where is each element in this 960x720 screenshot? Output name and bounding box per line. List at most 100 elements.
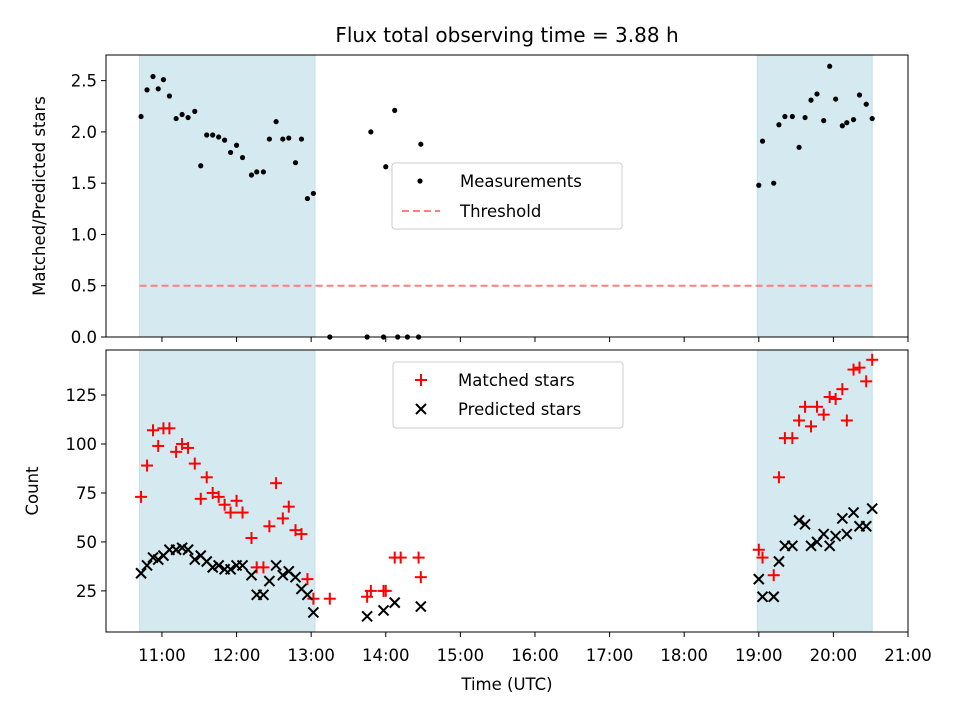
panel-ratio-frame <box>105 54 909 338</box>
matched-stars-point <box>853 361 866 374</box>
x-tick-label: 12:00 <box>213 646 261 665</box>
legend-measurements-label: Measurements <box>460 172 582 191</box>
x-axis-label: Time (UTC) <box>460 675 552 694</box>
count-legend-frame <box>392 361 624 429</box>
matched-stars-point <box>212 490 225 503</box>
shaded-span-1 <box>756 54 873 338</box>
matched-stars-point <box>245 532 258 544</box>
count-y-axis-label: Count <box>23 466 42 516</box>
predicted-stars-point <box>257 589 270 601</box>
measurements-point <box>856 92 863 98</box>
y-tick-label: 2.5 <box>71 72 97 91</box>
matched-stars-point <box>840 414 853 427</box>
measurements-point <box>827 63 833 69</box>
matched-stars-point <box>364 584 377 597</box>
predicted-stars-point <box>301 589 314 601</box>
matched-stars-point <box>188 457 201 470</box>
predicted-stars-point <box>289 571 302 583</box>
y-tick-label: 0.5 <box>71 277 97 296</box>
measurements-point <box>192 108 198 114</box>
legend-predicted-label: Predicted stars <box>458 400 581 419</box>
measurements-point <box>216 134 222 140</box>
x-tick-label: 13:00 <box>287 646 335 665</box>
predicted-stars-point <box>212 559 225 572</box>
predicted-stars-point <box>836 512 849 525</box>
panel-count: 25 50 75 100 125 11:00 12:00 13:00 14:00 15:00 16… <box>23 349 932 694</box>
y-tick-label: 50 <box>76 533 97 552</box>
measurements-point <box>166 93 173 99</box>
predicted-stars-point <box>263 575 276 587</box>
matched-stars-point <box>224 506 237 519</box>
measurements-point <box>821 118 827 124</box>
matched-stars-point <box>756 551 769 564</box>
measurements-point <box>839 123 845 129</box>
matched-stars-point <box>860 375 873 388</box>
matched-stars-point <box>282 500 295 513</box>
matched-stars-point <box>257 561 270 574</box>
shaded-span-0 <box>139 349 316 633</box>
matched-stars-point <box>200 471 213 484</box>
predicted-stars-point <box>277 569 289 581</box>
legend-measurements-marker <box>417 178 423 184</box>
predicted-stars-point <box>415 600 427 613</box>
measurements-point <box>227 149 234 156</box>
measurements-point <box>863 101 869 107</box>
matched-stars-point <box>135 490 148 503</box>
measurements-point <box>392 107 398 113</box>
ratio-legend-frame <box>391 162 623 230</box>
matched-stars-point <box>793 414 806 427</box>
predicted-stars-point <box>141 559 153 572</box>
measurements-point <box>248 172 255 178</box>
matched-stars-point <box>772 471 785 484</box>
predicted-stars-point <box>270 559 282 572</box>
x-tick-label: 16:00 <box>511 646 559 665</box>
matched-stars-point <box>236 506 249 519</box>
y-tick-label: 0.0 <box>71 328 97 347</box>
y-tick-label: 1.0 <box>71 225 97 244</box>
measurements-point <box>254 169 260 175</box>
matched-stars-point <box>301 573 314 586</box>
measurements-point <box>808 97 814 103</box>
measurements-point <box>304 195 311 202</box>
predicted-stars-point <box>756 591 769 603</box>
predicted-stars-point <box>799 518 811 530</box>
predicted-stars-point <box>768 591 780 603</box>
measurements-point <box>150 73 156 80</box>
ratio-legend: Measurements Threshold <box>391 162 623 230</box>
matched-stars-point <box>295 528 308 541</box>
measurements-point <box>802 114 808 121</box>
shaded-span-1 <box>756 349 873 633</box>
matched-stars-point <box>836 383 849 396</box>
x-tick-label: 15:00 <box>437 646 485 665</box>
measurements-point <box>273 119 279 125</box>
matched-stars-point <box>752 543 765 556</box>
predicted-stars-point <box>786 540 799 552</box>
predicted-stars-point <box>793 514 805 527</box>
predicted-stars-point <box>805 540 817 552</box>
predicted-stars-point <box>753 573 765 585</box>
measurements-point <box>796 144 802 150</box>
predicted-stars-point <box>860 520 872 532</box>
y-tick-label: 2.0 <box>71 123 97 142</box>
measurements-point <box>222 137 228 143</box>
matched-stars-point <box>147 424 160 437</box>
measurements-point <box>298 136 305 142</box>
predicted-stars-point <box>135 567 147 579</box>
matched-stars-point <box>847 363 860 376</box>
legend-matched-label: Matched stars <box>458 371 575 390</box>
matched-stars-point <box>182 441 195 454</box>
matched-stars-point <box>152 439 165 452</box>
matched-stars-point <box>194 492 207 505</box>
predicted-stars-point <box>829 530 842 542</box>
x-tick-label: 19:00 <box>735 646 783 665</box>
predicted-stars-point <box>377 604 390 617</box>
measurements-point <box>383 164 389 170</box>
y-tick-label: 100 <box>66 435 98 454</box>
y-tick-label: 75 <box>76 484 97 503</box>
measurements-point <box>782 113 788 120</box>
matched-stars-point <box>414 571 427 584</box>
x-tick-label: 21:00 <box>884 646 932 665</box>
matched-stars-point <box>767 569 780 582</box>
matched-stars-point <box>805 420 818 433</box>
matched-stars-point <box>412 551 425 564</box>
